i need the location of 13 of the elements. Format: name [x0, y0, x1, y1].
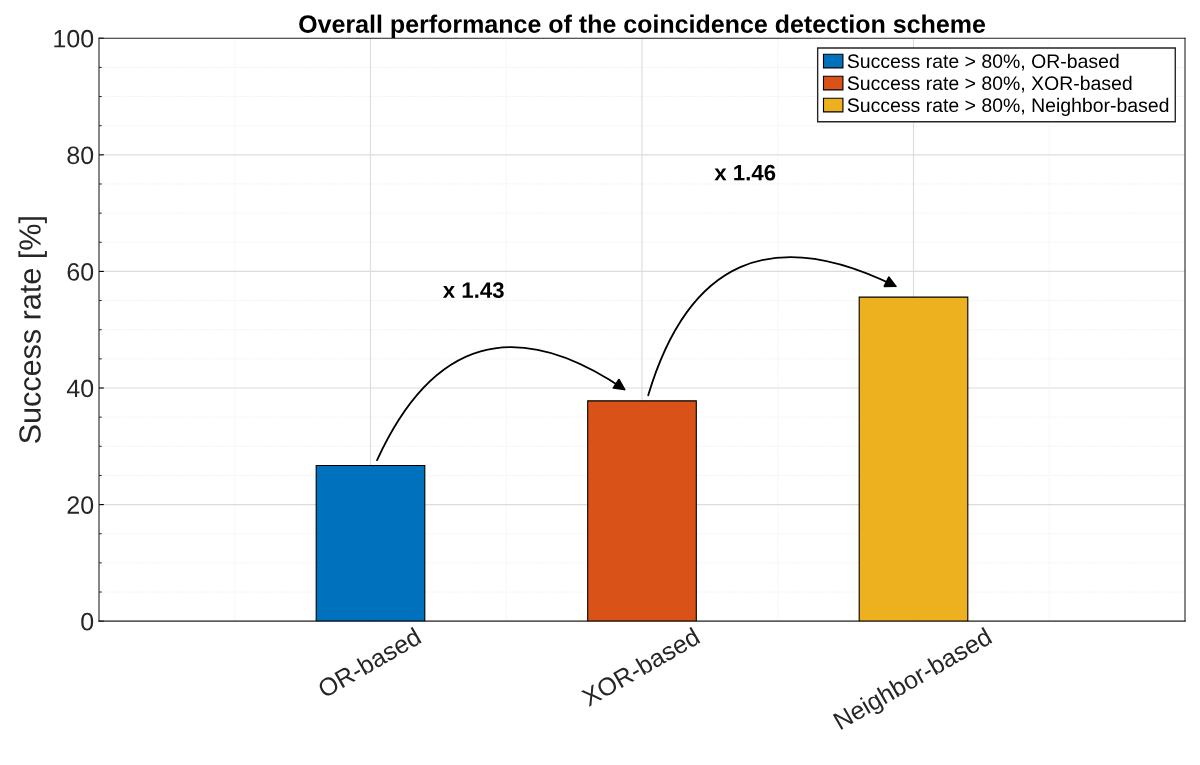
chart-title: Overall performance of the coincidence detection scheme [299, 14, 986, 38]
legend-label: Success rate > 80%, Neighbor-based [847, 97, 1169, 116]
legend-label: Success rate > 80%, OR-based [847, 53, 1119, 71]
annotation: x 1.43 [442, 282, 504, 299]
y-axis-title: Success rate [%] [18, 217, 47, 443]
y-tick-label: 20 [67, 496, 94, 514]
y-tick-label: 100 [54, 29, 94, 48]
y-tick-label: 60 [67, 263, 94, 281]
y-tick-label: 80 [67, 146, 94, 165]
y-tick-label: 0 [81, 612, 94, 631]
annotation: x 1.46 [714, 164, 776, 181]
y-tick-label: 40 [66, 379, 94, 398]
legend-label: Success rate > 80%, XOR-based [847, 75, 1132, 93]
